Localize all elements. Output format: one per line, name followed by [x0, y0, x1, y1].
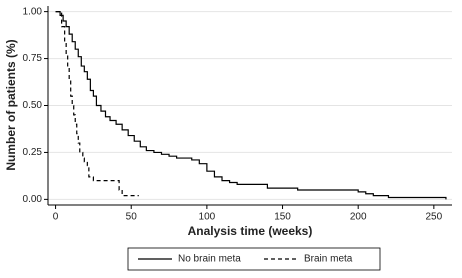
x-tick-label: 150 — [274, 212, 291, 223]
x-tick-label: 50 — [126, 212, 138, 223]
y-tick-label: 0.25 — [23, 147, 43, 158]
x-tick-label: 0 — [53, 212, 59, 223]
x-tick-label: 200 — [350, 212, 367, 223]
x-tick-label: 250 — [425, 212, 442, 223]
y-tick-label: 0.00 — [23, 194, 43, 205]
x-axis-title: Analysis time (weeks) — [188, 224, 313, 238]
y-tick-label: 1.00 — [23, 6, 43, 17]
legend-label: No brain meta — [178, 254, 241, 265]
legend-label: Brain meta — [304, 254, 353, 265]
y-tick-label: 0.50 — [23, 100, 43, 111]
survival-line — [55, 11, 447, 200]
y-axis-title: Number of patients (%) — [4, 39, 18, 170]
x-tick-label: 100 — [199, 212, 216, 223]
legend-box — [127, 247, 381, 271]
y-tick-label: 0.75 — [23, 53, 43, 64]
